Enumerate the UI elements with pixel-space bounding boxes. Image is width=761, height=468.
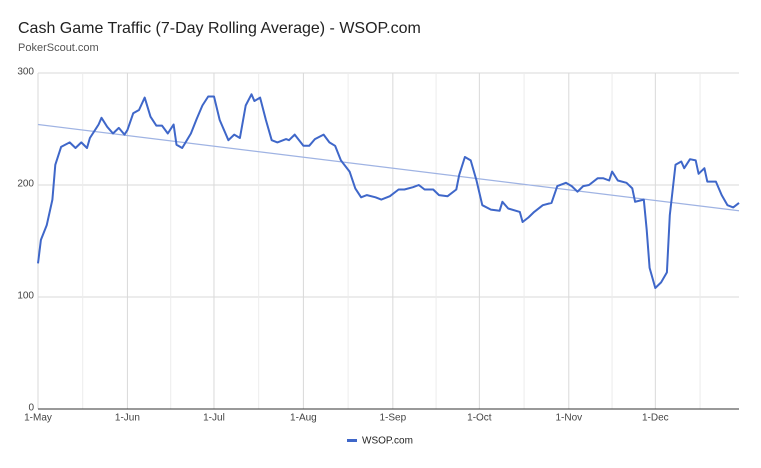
- x-tick-label: 1-Nov: [555, 413, 582, 424]
- x-tick-label: 1-May: [24, 413, 52, 424]
- x-tick-label: 1-Sep: [379, 413, 406, 424]
- y-tick-label: 100: [17, 291, 34, 302]
- legend-swatch: [347, 439, 357, 442]
- x-tick-label: 1-Jul: [203, 413, 225, 424]
- legend-label: WSOP.com: [362, 436, 413, 447]
- chart-subtitle: PokerScout.com: [18, 42, 99, 54]
- x-tick-label: 1-Aug: [290, 413, 317, 424]
- y-tick-label: 200: [17, 179, 34, 190]
- y-tick-label: 0: [28, 403, 34, 414]
- y-tick-label: 300: [17, 67, 34, 78]
- x-tick-label: 1-Jun: [115, 413, 140, 424]
- x-tick-label: 1-Oct: [467, 413, 492, 424]
- chart-title: Cash Game Traffic (7-Day Rolling Average…: [18, 20, 421, 37]
- series-line: [37, 93, 740, 289]
- trend-line: [37, 123, 740, 212]
- x-tick-label: 1-Dec: [642, 413, 669, 424]
